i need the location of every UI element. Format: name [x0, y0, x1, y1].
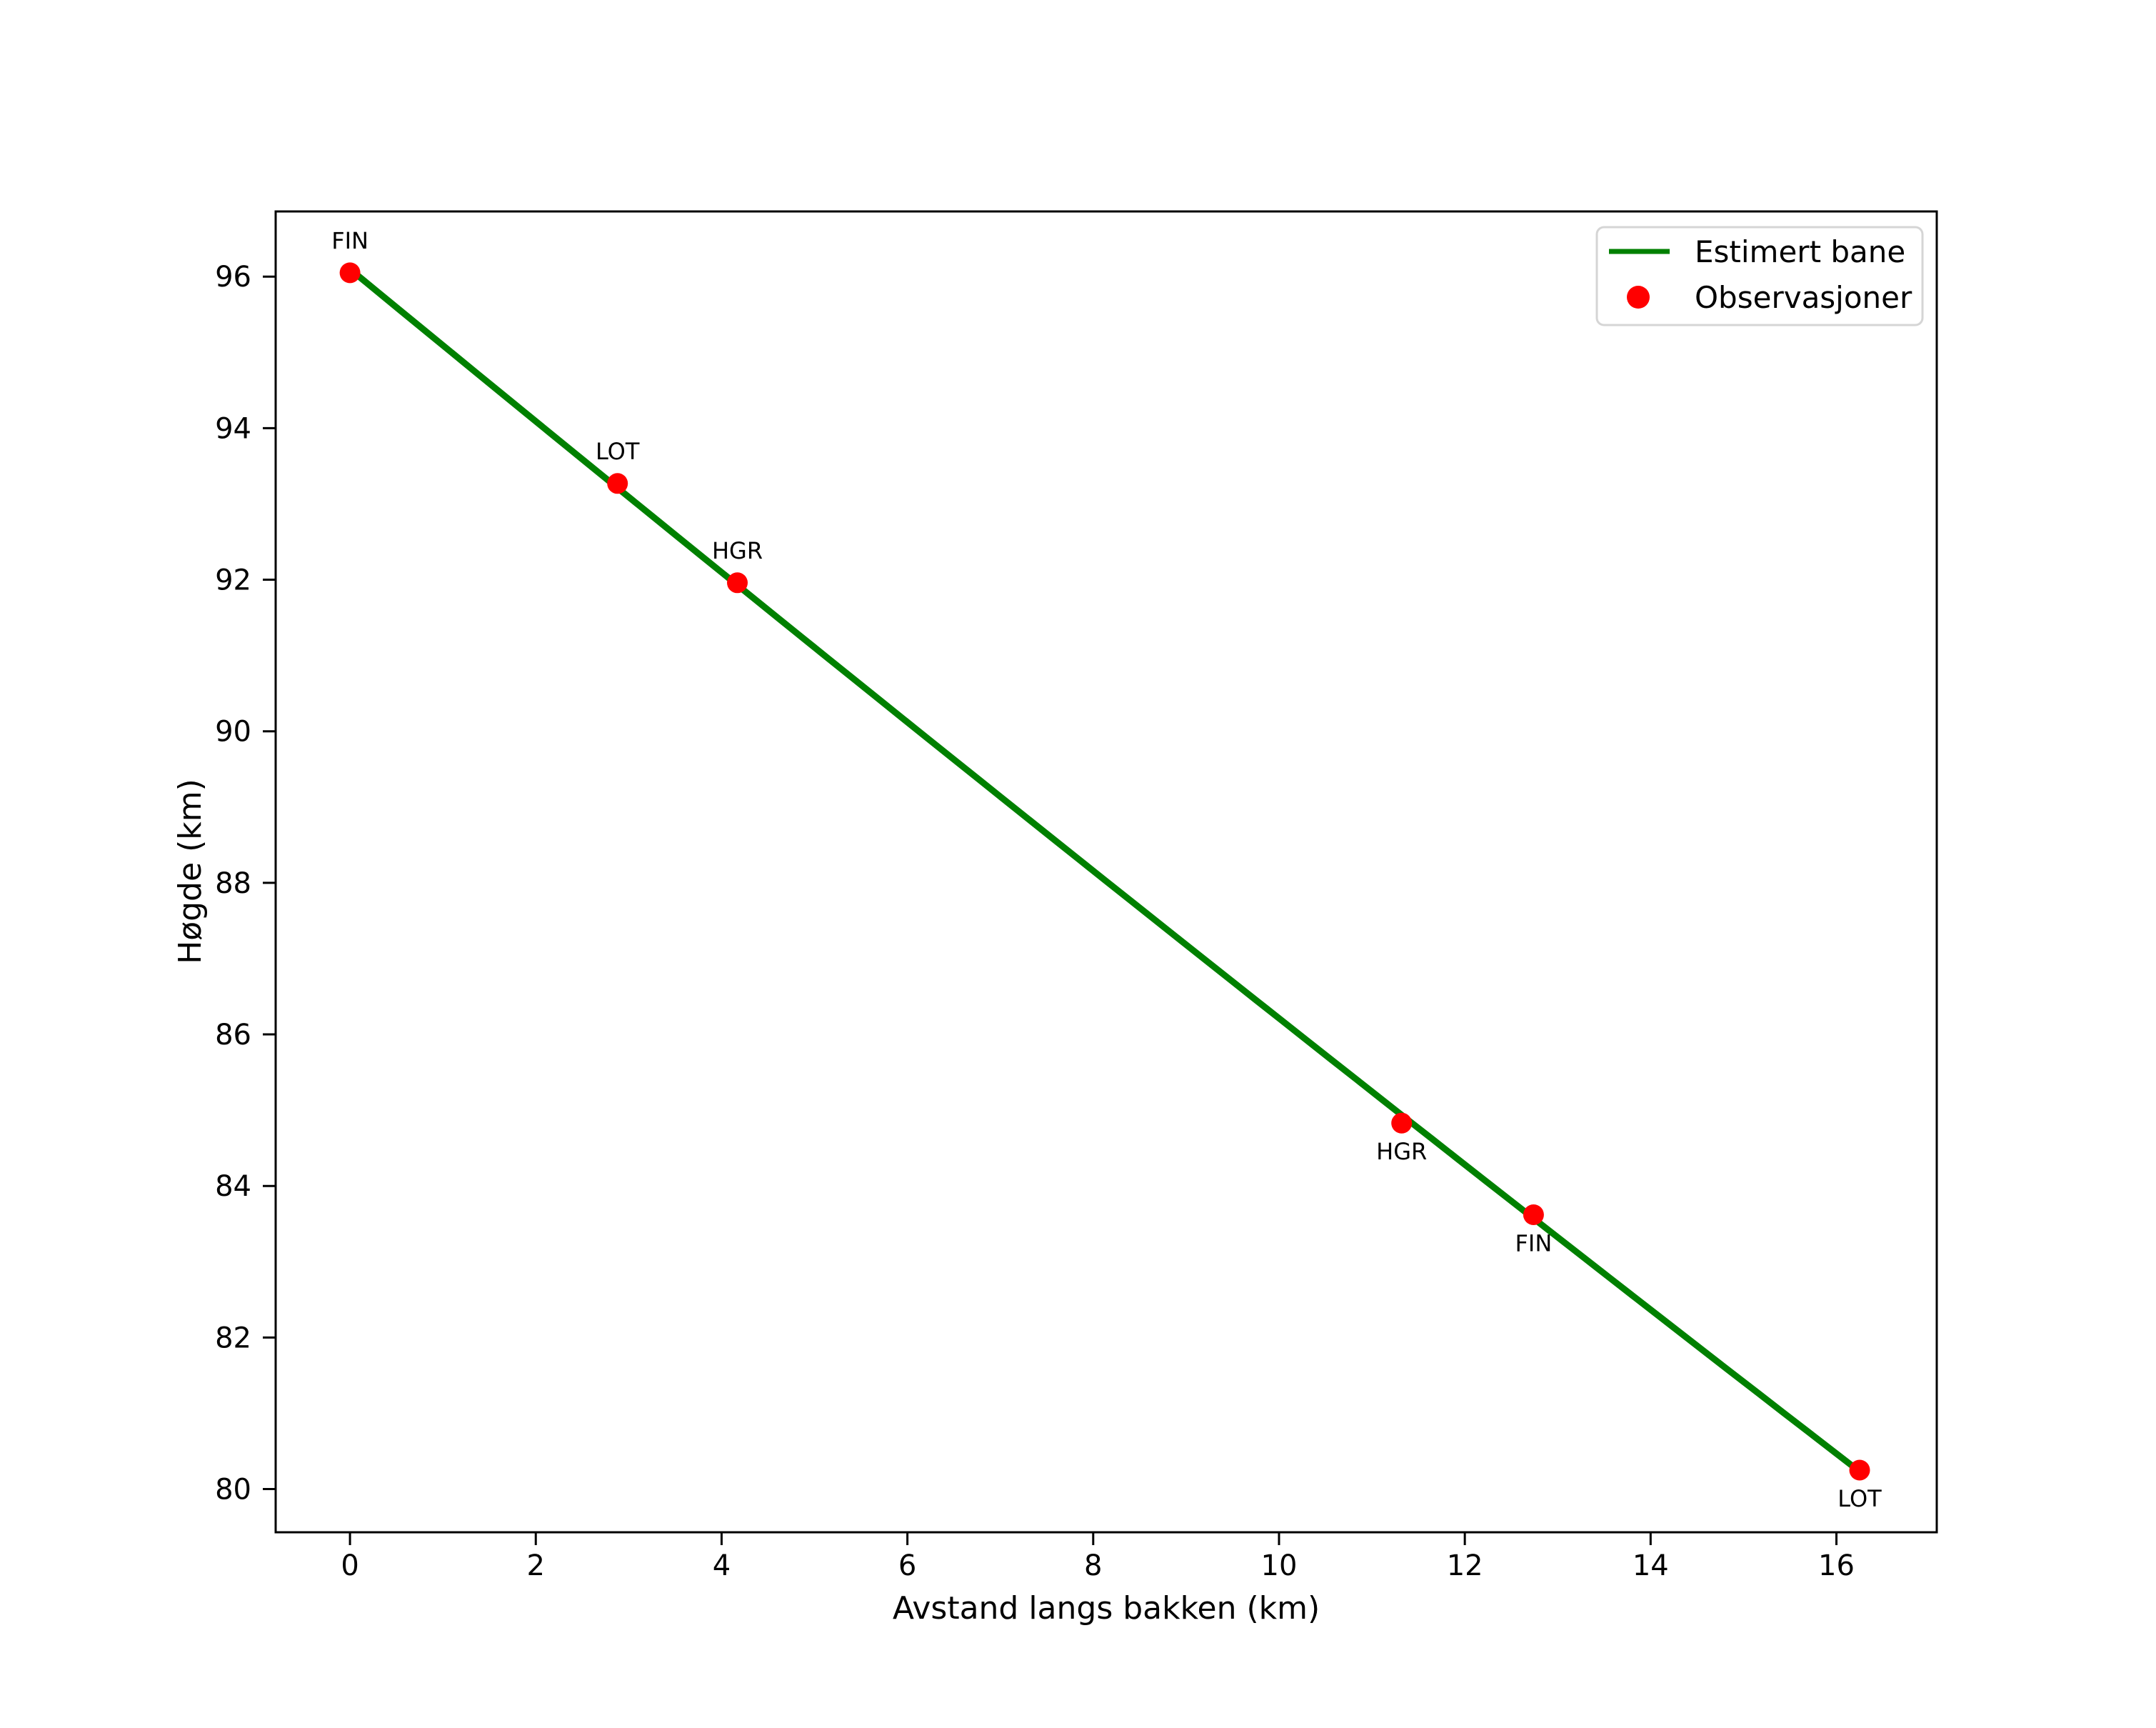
x-tick-label: 16 [1818, 1549, 1855, 1582]
y-tick-label: 80 [215, 1474, 251, 1507]
legend-box [1595, 226, 1924, 326]
legend: Estimert bane Observasjoner [1595, 226, 1924, 326]
y-tick-label: 88 [215, 867, 251, 900]
station-label: HGR [712, 537, 763, 564]
x-tick-label: 6 [898, 1549, 916, 1582]
legend-entry-estimated-path: Estimert bane [1695, 234, 1905, 269]
y-tick-label: 92 [215, 564, 251, 597]
x-tick-label: 0 [341, 1549, 359, 1582]
observation-point [1523, 1204, 1544, 1225]
x-tick-label: 14 [1633, 1549, 1669, 1582]
y-tick-label: 86 [215, 1019, 251, 1052]
x-tick-label: 8 [1084, 1549, 1102, 1582]
estimated-path-line [348, 266, 1862, 1474]
y-tick-label: 94 [215, 412, 251, 445]
legend-marker-swatch [1627, 286, 1650, 309]
y-tick-label: 90 [215, 716, 251, 749]
y-axis-label: Høgde (km) [172, 779, 209, 964]
station-label: LOT [596, 438, 640, 465]
station-label: LOT [1837, 1485, 1882, 1512]
y-tick-label: 84 [215, 1170, 251, 1203]
station-label: HGR [1376, 1138, 1427, 1165]
observation-point [1391, 1112, 1413, 1134]
observation-point [1849, 1459, 1870, 1481]
x-tick-label: 4 [713, 1549, 731, 1582]
plot-content: 0 2 4 6 8 10 12 14 16 80 82 84 86 88 90 92 94 96 FIN LOT HGR… [215, 227, 1882, 1582]
y-tick-label: 96 [215, 261, 251, 294]
x-tick-label: 2 [527, 1549, 545, 1582]
station-label: FIN [1515, 1230, 1553, 1257]
legend-entry-observations: Observasjoner [1695, 280, 1912, 315]
x-axis-label: Avstand langs bakken (km) [893, 1590, 1320, 1627]
observation-point [339, 262, 361, 284]
observation-point [607, 473, 628, 494]
x-tick-label: 12 [1447, 1549, 1483, 1582]
observation-point [727, 572, 748, 594]
y-tick-label: 82 [215, 1322, 251, 1354]
plot-frame [274, 210, 1938, 1534]
station-label: FIN [331, 227, 368, 254]
x-tick-label: 10 [1261, 1549, 1298, 1582]
